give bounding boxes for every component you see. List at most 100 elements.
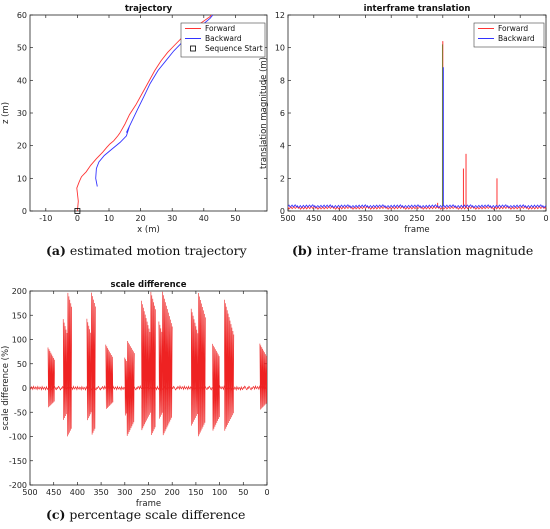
interframe-legend-box (473, 22, 545, 48)
scale-ytick-label: 50 (17, 360, 27, 369)
interframe-xlabel: frame (404, 225, 429, 235)
scale-xlabel: frame (136, 499, 161, 509)
trajectory-xtick-label: 10 (104, 214, 114, 223)
interframe-legend-label: Forward (498, 24, 528, 33)
caption-a-text: estimated motion trajectory (65, 243, 247, 258)
interframe-baseline-backward (288, 204, 546, 209)
scale-ytick-label: -100 (9, 433, 27, 442)
interframe-ytick-label: 8 (280, 76, 285, 85)
scale-burst (224, 299, 235, 431)
interframe-ytick-label: 4 (280, 142, 285, 151)
scale-xtick-label: 0 (264, 488, 269, 497)
trajectory-ylabel: z (m) (1, 102, 11, 124)
scale-burst (212, 343, 220, 431)
caption-c-tag: (c) (46, 507, 66, 522)
scale-ytick-label: 0 (22, 384, 27, 393)
trajectory-ytick-label: 20 (17, 142, 27, 151)
scale-xtick-label: 400 (70, 488, 85, 497)
trajectory-legend-label: Forward (205, 24, 235, 33)
trajectory-line-forward (76, 15, 212, 211)
scale-burst (141, 291, 156, 436)
scale-plot-area (30, 291, 267, 437)
trajectory-xlabel: x (m) (137, 225, 160, 235)
interframe-xtick-label: 500 (280, 214, 295, 223)
trajectory-xtick-label: -10 (39, 214, 52, 223)
panel-scale: 500 450 400 350 300 250 200 150 100 50 0-200-150-1… (1, 280, 270, 509)
trajectory-start-marker (74, 208, 81, 214)
scale-ytick-label: -200 (9, 481, 27, 490)
scale-burst (259, 343, 267, 410)
trajectory-xtick-label: 30 (167, 214, 177, 223)
trajectory-ytick-label: 30 (17, 109, 27, 118)
scale-ytick-label: -150 (9, 457, 27, 466)
scale-burst (158, 291, 173, 436)
scale-ytick-label: 200 (12, 287, 27, 296)
interframe-ytick-label: 6 (280, 109, 285, 118)
scale-xtick-label: 150 (188, 488, 203, 497)
scale-xtick-label: 200 (165, 488, 180, 497)
interframe-xtick-label: 100 (487, 214, 502, 223)
interframe-xtick-label: 50 (515, 214, 525, 223)
interframe-ytick-label: 2 (280, 174, 285, 183)
scale-xtick-label: 450 (46, 488, 61, 497)
interframe-xtick-label: 300 (384, 214, 399, 223)
scale-xtick-label: 100 (212, 488, 227, 497)
interframe-baseline-forward (288, 205, 546, 210)
trajectory-ytick-label: 0 (22, 207, 27, 216)
trajectory-ytick-label: 60 (17, 11, 27, 20)
caption-b: (b) inter-frame translation magnitude (292, 243, 533, 258)
trajectory-legend-label: Backward (205, 34, 242, 43)
interframe-ylabel: translation magnitude (m) (259, 57, 269, 169)
scale-burst (105, 344, 114, 409)
scale-burst (86, 292, 96, 435)
interframe-xtick-label: 350 (358, 214, 373, 223)
interframe-plot-area (288, 41, 546, 210)
caption-b-text: inter-frame translation magnitude (312, 243, 534, 258)
trajectory-ytick-label: 10 (17, 174, 27, 183)
interframe-xtick-label: 150 (461, 214, 476, 223)
interframe-xtick-label: 0 (543, 214, 548, 223)
trajectory-ytick-label: 50 (17, 44, 27, 53)
scale-xtick-label: 300 (117, 488, 132, 497)
trajectory-title: trajectory (125, 4, 173, 14)
scale-ytick-label: 150 (12, 311, 27, 320)
panel-trajectory: -10 0 10 20 30 40 50 0 10 20 30 40 50 60 trajectory x (… (1, 4, 268, 235)
trajectory-legend-label: Sequence Start (205, 44, 263, 53)
scale-ytick-label: 100 (12, 336, 27, 345)
trajectory-legend-marker (190, 45, 196, 52)
scale-xtick-label: 50 (238, 488, 248, 497)
scale-burst (47, 347, 55, 408)
caption-b-tag: (b) (292, 243, 313, 258)
scale-xtick-label: 350 (93, 488, 108, 497)
scale-xtick-label: 250 (141, 488, 156, 497)
scale-ylabel: scale difference (%) (1, 346, 11, 431)
scale-ytick-label: -50 (14, 408, 27, 417)
interframe-xtick-label: 450 (306, 214, 321, 223)
caption-c: (c) percentage scale difference (46, 507, 245, 522)
scale-burst (62, 292, 72, 437)
trajectory-xtick-label: 20 (136, 214, 146, 223)
panel-interframe: 500 450 400 350 300 250 200 150 100 50 0024681012i… (259, 4, 549, 235)
trajectory-xtick-label: 50 (230, 214, 240, 223)
interframe-xtick-label: 200 (435, 214, 450, 223)
trajectory-xtick-label: 0 (75, 214, 80, 223)
interframe-legend-label: Backward (498, 34, 535, 43)
interframe-title: interframe translation (364, 4, 471, 14)
interframe-xtick-label: 250 (409, 214, 424, 223)
trajectory-ytick-label: 40 (17, 76, 27, 85)
interframe-xtick-label: 400 (332, 214, 347, 223)
caption-a-tag: (a) (46, 243, 66, 258)
scale-title: scale difference (111, 280, 187, 290)
caption-a: (a) estimated motion trajectory (46, 243, 247, 258)
trajectory-xtick-label: 40 (199, 214, 209, 223)
interframe-ytick-label: 12 (275, 11, 285, 20)
scale-burst (190, 292, 206, 437)
interframe-ytick-label: 0 (280, 207, 285, 216)
scale-burst (124, 340, 135, 436)
caption-c-text: percentage scale difference (65, 507, 246, 522)
interframe-ytick-label: 10 (275, 44, 285, 53)
scale-xtick-label: 500 (22, 488, 37, 497)
